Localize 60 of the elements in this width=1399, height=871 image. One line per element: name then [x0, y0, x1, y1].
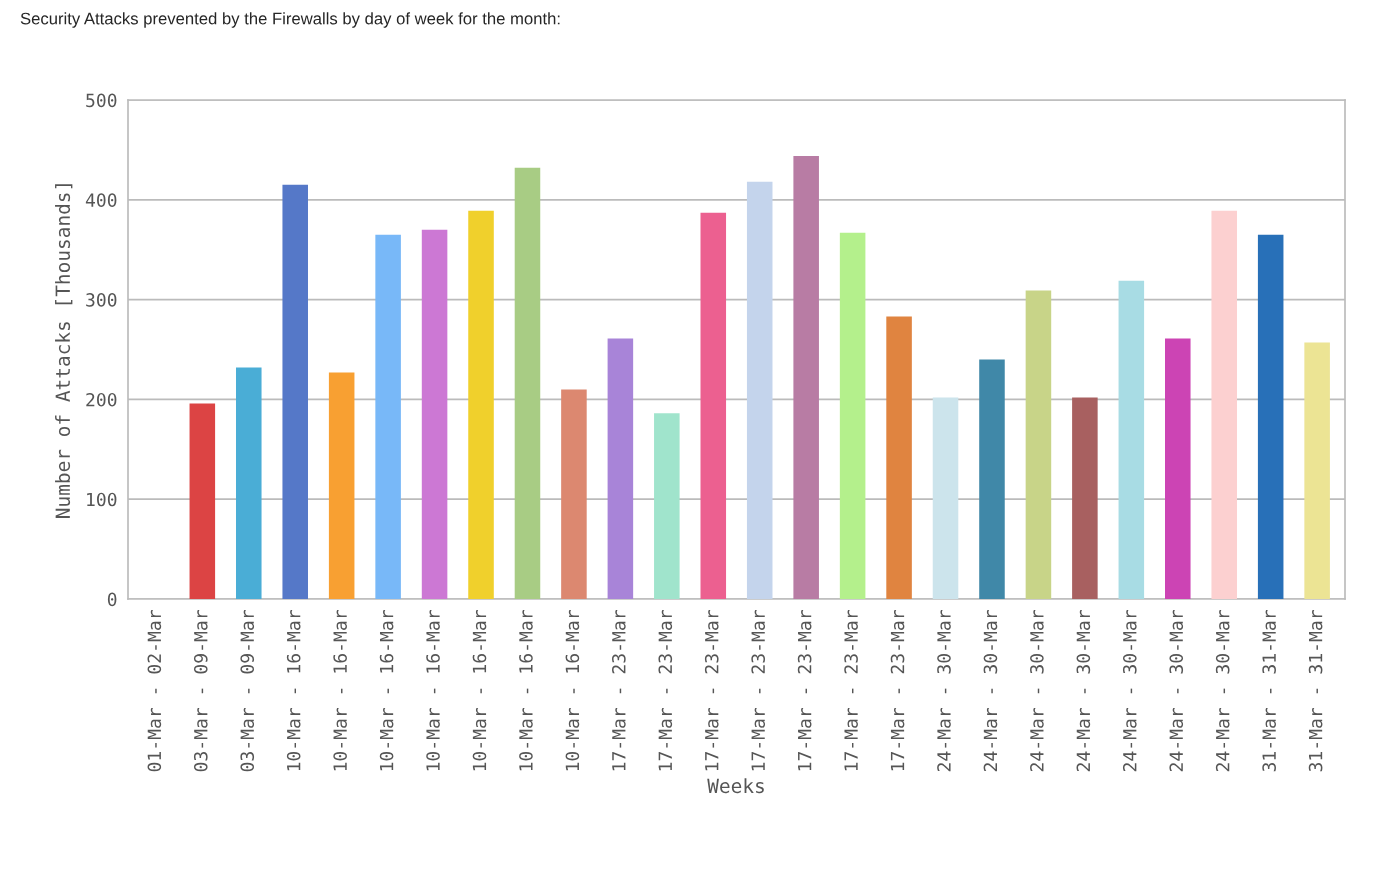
x-tick-label: 31-Mar - 31-Mar [1308, 610, 1323, 772]
x-tick-label: 31-Mar - 31-Mar [1262, 610, 1276, 772]
x-tick-label: 24-Mar - 30-Mar [1169, 610, 1184, 772]
x-tick-label: 17-Mar - 23-Mar [797, 610, 812, 771]
x-tick-label: 17-Mar - 23-Mar [658, 610, 673, 771]
bar [886, 316, 912, 599]
x-tick-label: 10-Mar - 16-Mar [565, 610, 580, 771]
y-tick-label: 500 [86, 93, 117, 108]
bar [561, 389, 587, 599]
x-tick-label: 24-Mar - 30-Mar [1030, 610, 1044, 772]
bar [282, 184, 308, 599]
y-tick-label: 200 [86, 392, 117, 407]
x-tick-label: 01-Mar - 02-Mar [147, 610, 162, 772]
x-tick-label: 17-Mar - 23-Mar [704, 610, 719, 771]
bar [421, 229, 448, 599]
x-axis-title: Weeks [707, 778, 764, 794]
x-tick-label: 10-Mar - 16-Mar [379, 610, 394, 771]
x-tick-label: 24-Mar - 30-Mar [1215, 610, 1230, 772]
bar [746, 181, 773, 599]
bar [514, 167, 541, 599]
y-tick-label: 300 [86, 293, 117, 307]
y-tick-label: 0 [107, 592, 117, 607]
bar [375, 234, 401, 599]
bar [607, 338, 634, 599]
x-tick-label: 17-Mar - 23-Mar [844, 610, 858, 771]
bar [700, 212, 727, 599]
bar [1118, 280, 1145, 599]
x-tick-label: 03-Mar - 09-Mar [193, 610, 208, 772]
bar [1304, 342, 1330, 599]
y-axis-title: Number of Attacks [Thousands] [55, 184, 73, 518]
bar [189, 403, 216, 599]
x-tick-label: 17-Mar - 23-Mar [751, 610, 766, 771]
bar [1211, 210, 1237, 599]
x-tick-label: 10-Mar - 16-Mar [519, 610, 533, 771]
bar [793, 155, 819, 599]
bar [932, 397, 959, 599]
x-tick-label: 24-Mar - 30-Mar [1076, 610, 1091, 772]
bar [468, 210, 494, 599]
chart-title: Security Attacks prevented by the Firewalls by day of week for the month: [20, 12, 560, 28]
bar [1025, 290, 1052, 599]
bar [236, 367, 262, 599]
x-tick-label: 24-Mar - 30-Mar [937, 610, 951, 772]
bar [979, 359, 1005, 599]
x-tick-label: 10-Mar - 16-Mar [286, 610, 301, 771]
x-tick-label: 17-Mar - 23-Mar [612, 610, 626, 771]
x-tick-label: 10-Mar - 16-Mar [472, 610, 487, 771]
x-tick-label: 03-Mar - 09-Mar [240, 610, 255, 772]
bar [1257, 234, 1284, 599]
bar [328, 372, 355, 599]
y-tick-label: 400 [85, 193, 117, 207]
bar [1165, 338, 1191, 599]
x-tick-label: 24-Mar - 30-Mar [1122, 610, 1137, 772]
x-tick-label: 24-Mar - 30-Mar [983, 610, 998, 772]
bar [839, 232, 866, 599]
y-tick-label: 100 [87, 492, 117, 507]
bar [1072, 397, 1098, 599]
x-tick-label: 10-Mar - 16-Mar [426, 610, 440, 771]
bar [654, 413, 680, 599]
x-tick-label: 10-Mar - 16-Mar [333, 610, 347, 771]
x-tick-label: 17-Mar - 23-Mar [890, 610, 905, 771]
